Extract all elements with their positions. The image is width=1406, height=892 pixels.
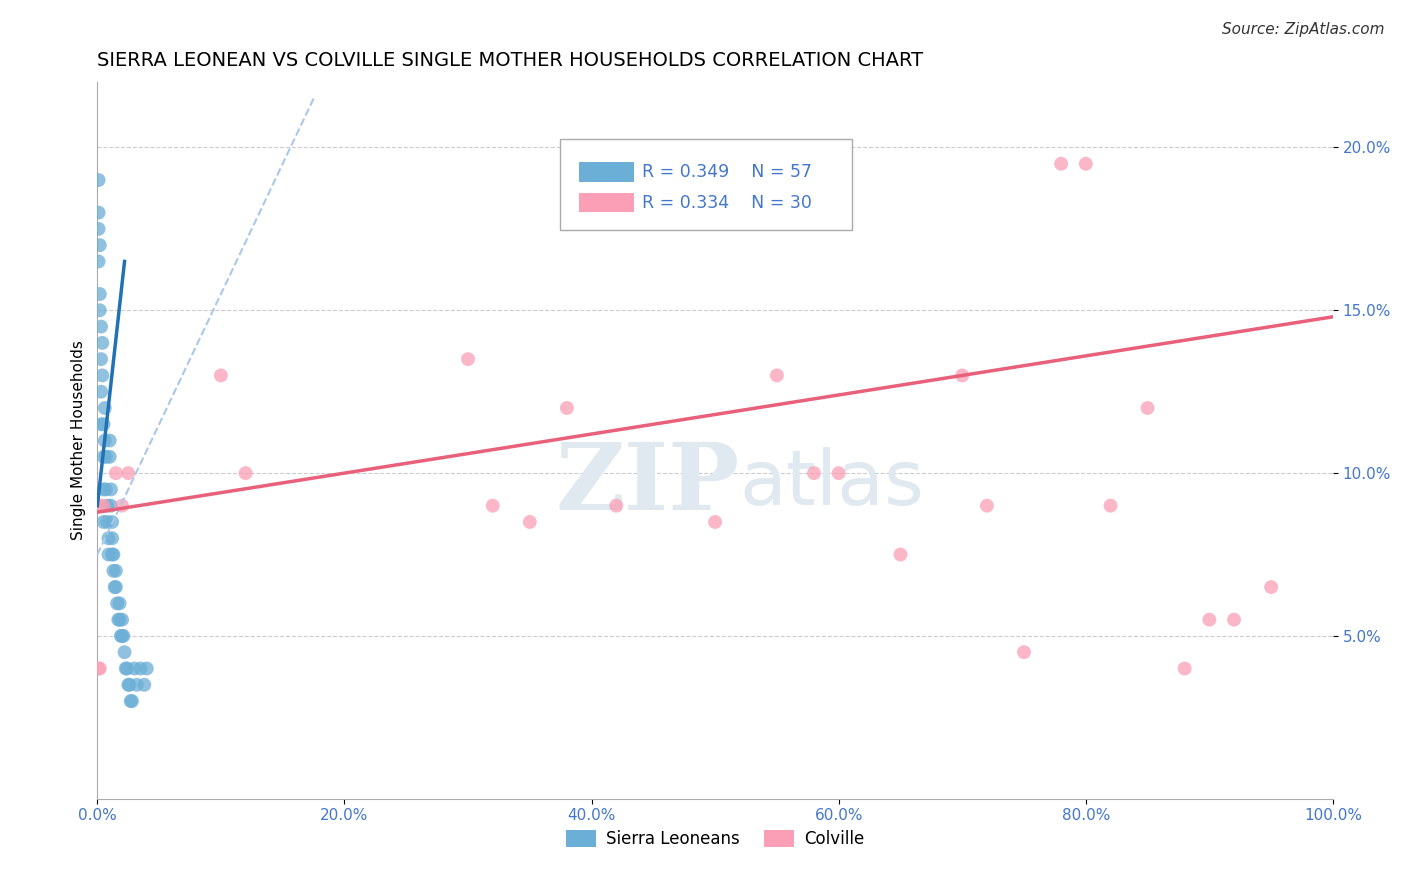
Point xyxy=(114,645,136,659)
Point xyxy=(90,352,112,367)
Point xyxy=(96,499,118,513)
Point xyxy=(111,613,134,627)
Point xyxy=(101,515,124,529)
Point xyxy=(87,222,110,236)
Point xyxy=(108,613,131,627)
Point xyxy=(1174,661,1197,675)
Point xyxy=(114,661,136,675)
Point xyxy=(605,499,627,513)
Y-axis label: Single Mother Households: Single Mother Households xyxy=(72,341,86,541)
Point xyxy=(118,678,141,692)
Point xyxy=(93,483,115,497)
Point xyxy=(98,434,121,448)
Point xyxy=(97,531,120,545)
Legend: Sierra Leoneans, Colville: Sierra Leoneans, Colville xyxy=(560,823,872,855)
Point xyxy=(101,548,124,562)
Point xyxy=(103,548,125,562)
Point xyxy=(117,466,139,480)
Text: atlas: atlas xyxy=(740,447,925,521)
Point xyxy=(519,515,541,529)
Point xyxy=(209,368,232,383)
Point xyxy=(89,661,111,675)
Point xyxy=(104,580,127,594)
Point xyxy=(828,466,851,480)
Point xyxy=(89,287,111,301)
Point xyxy=(93,450,115,464)
Point xyxy=(457,352,479,367)
Point xyxy=(1099,499,1122,513)
Point xyxy=(117,678,139,692)
Point xyxy=(803,466,825,480)
Point xyxy=(90,384,112,399)
Point xyxy=(87,173,110,187)
Point xyxy=(1074,157,1097,171)
Point xyxy=(89,499,111,513)
Point xyxy=(94,450,117,464)
Point xyxy=(107,613,129,627)
Point xyxy=(555,401,578,415)
Point xyxy=(125,678,148,692)
Point xyxy=(1260,580,1282,594)
Point xyxy=(98,450,121,464)
Point xyxy=(100,483,122,497)
Point xyxy=(111,629,134,643)
Point xyxy=(103,564,125,578)
Point xyxy=(124,661,146,675)
Point xyxy=(110,629,132,643)
Point xyxy=(1223,613,1246,627)
Point xyxy=(115,661,138,675)
Point xyxy=(950,368,973,383)
Point xyxy=(111,499,134,513)
Text: R = 0.349    N = 57: R = 0.349 N = 57 xyxy=(643,163,813,181)
Point xyxy=(112,629,135,643)
Point xyxy=(104,564,127,578)
Point xyxy=(1198,613,1220,627)
Point xyxy=(96,515,118,529)
Point xyxy=(101,531,124,545)
Point xyxy=(1136,401,1159,415)
Point xyxy=(93,515,115,529)
Point xyxy=(976,499,998,513)
Point xyxy=(87,205,110,219)
Point xyxy=(135,661,157,675)
Point xyxy=(120,694,142,708)
Point xyxy=(235,466,257,480)
Point xyxy=(1050,157,1073,171)
Point xyxy=(91,335,114,350)
Point xyxy=(87,254,110,268)
Point xyxy=(1012,645,1035,659)
Point xyxy=(91,368,114,383)
Point xyxy=(108,596,131,610)
Point xyxy=(481,499,503,513)
Point xyxy=(704,515,727,529)
Point xyxy=(90,417,112,432)
Point xyxy=(94,434,117,448)
Point xyxy=(129,661,152,675)
Point xyxy=(766,368,789,383)
Point xyxy=(97,548,120,562)
Point xyxy=(87,661,110,675)
Point xyxy=(121,694,143,708)
Text: R = 0.334    N = 30: R = 0.334 N = 30 xyxy=(643,194,813,211)
Point xyxy=(89,238,111,252)
Point xyxy=(100,499,122,513)
Text: ZIP: ZIP xyxy=(555,439,740,529)
Text: SIERRA LEONEAN VS COLVILLE SINGLE MOTHER HOUSEHOLDS CORRELATION CHART: SIERRA LEONEAN VS COLVILLE SINGLE MOTHER… xyxy=(97,51,924,70)
Point xyxy=(89,303,111,318)
Point xyxy=(104,580,127,594)
Point xyxy=(90,319,112,334)
Text: Source: ZipAtlas.com: Source: ZipAtlas.com xyxy=(1222,22,1385,37)
Point xyxy=(889,548,911,562)
Point xyxy=(93,499,115,513)
Point xyxy=(134,678,156,692)
Point xyxy=(93,417,115,432)
Point xyxy=(105,596,128,610)
Point xyxy=(94,483,117,497)
Point xyxy=(104,466,127,480)
Point xyxy=(94,401,117,415)
